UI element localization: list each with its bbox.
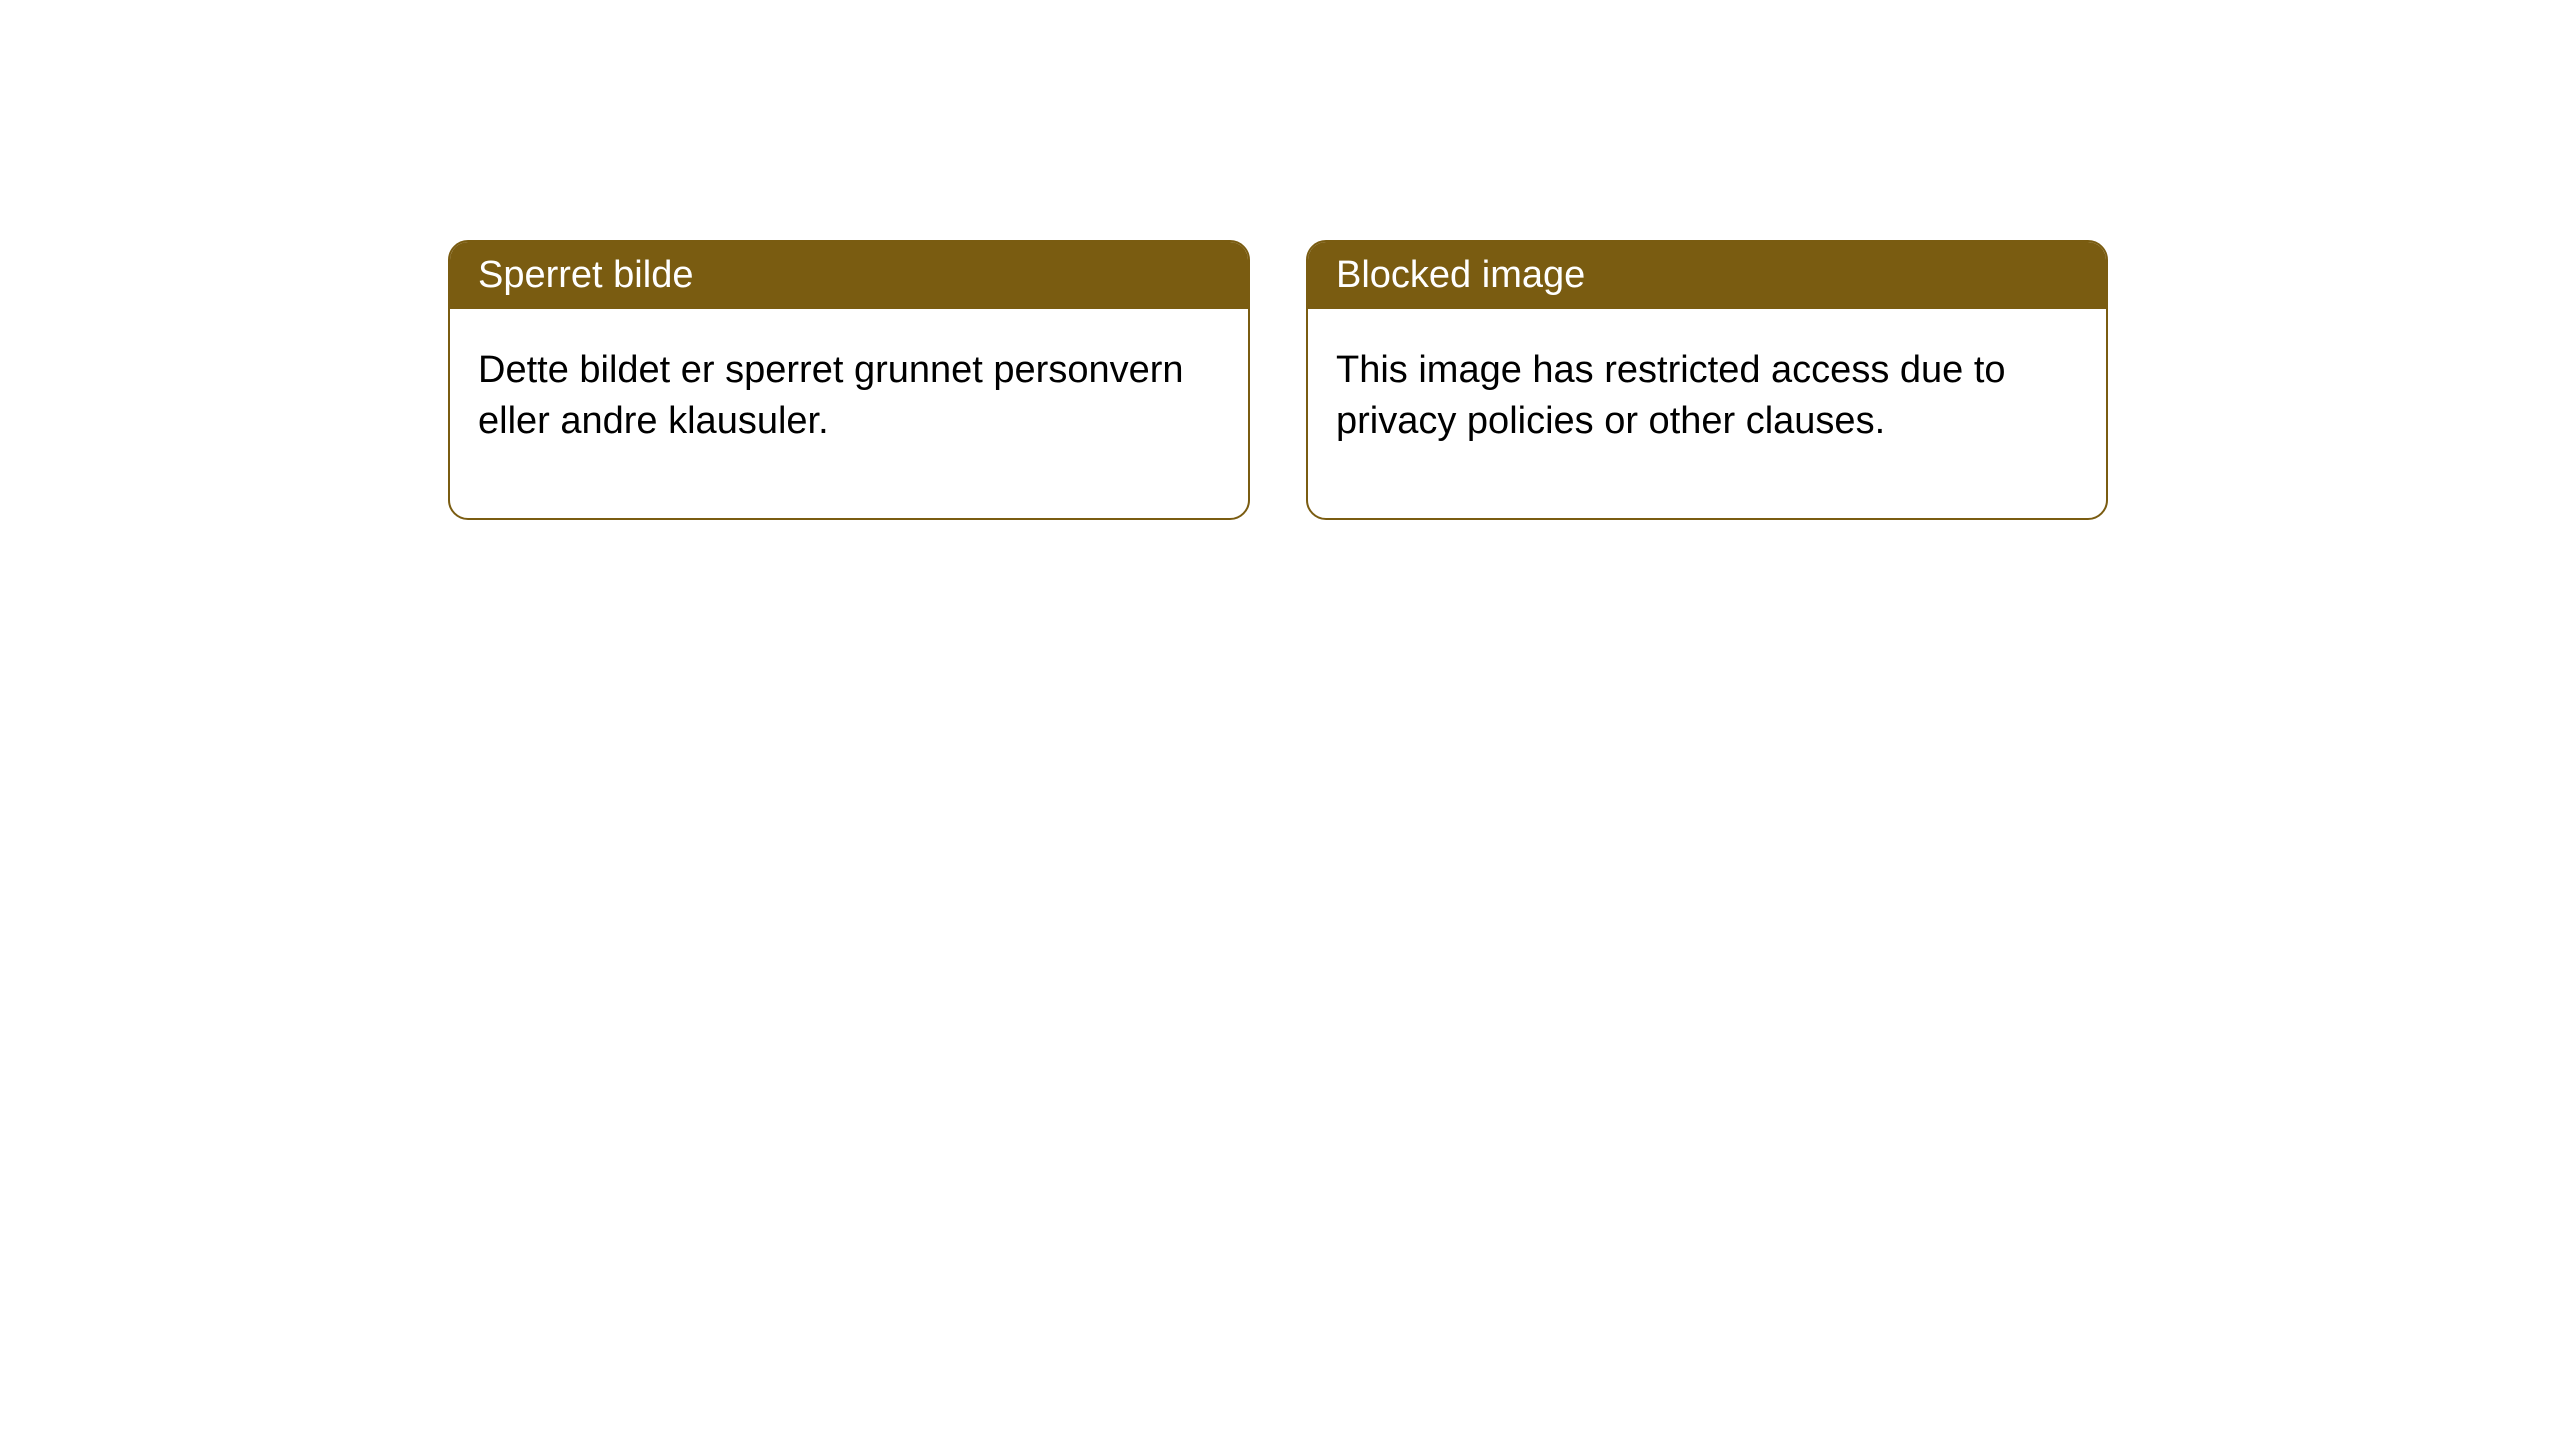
- notice-card-english: Blocked image This image has restricted …: [1306, 240, 2108, 520]
- notice-body-norwegian: Dette bildet er sperret grunnet personve…: [450, 309, 1248, 518]
- notice-container: Sperret bilde Dette bildet er sperret gr…: [448, 240, 2560, 520]
- notice-card-norwegian: Sperret bilde Dette bildet er sperret gr…: [448, 240, 1250, 520]
- notice-body-english: This image has restricted access due to …: [1308, 309, 2106, 518]
- notice-header-english: Blocked image: [1308, 242, 2106, 309]
- notice-header-norwegian: Sperret bilde: [450, 242, 1248, 309]
